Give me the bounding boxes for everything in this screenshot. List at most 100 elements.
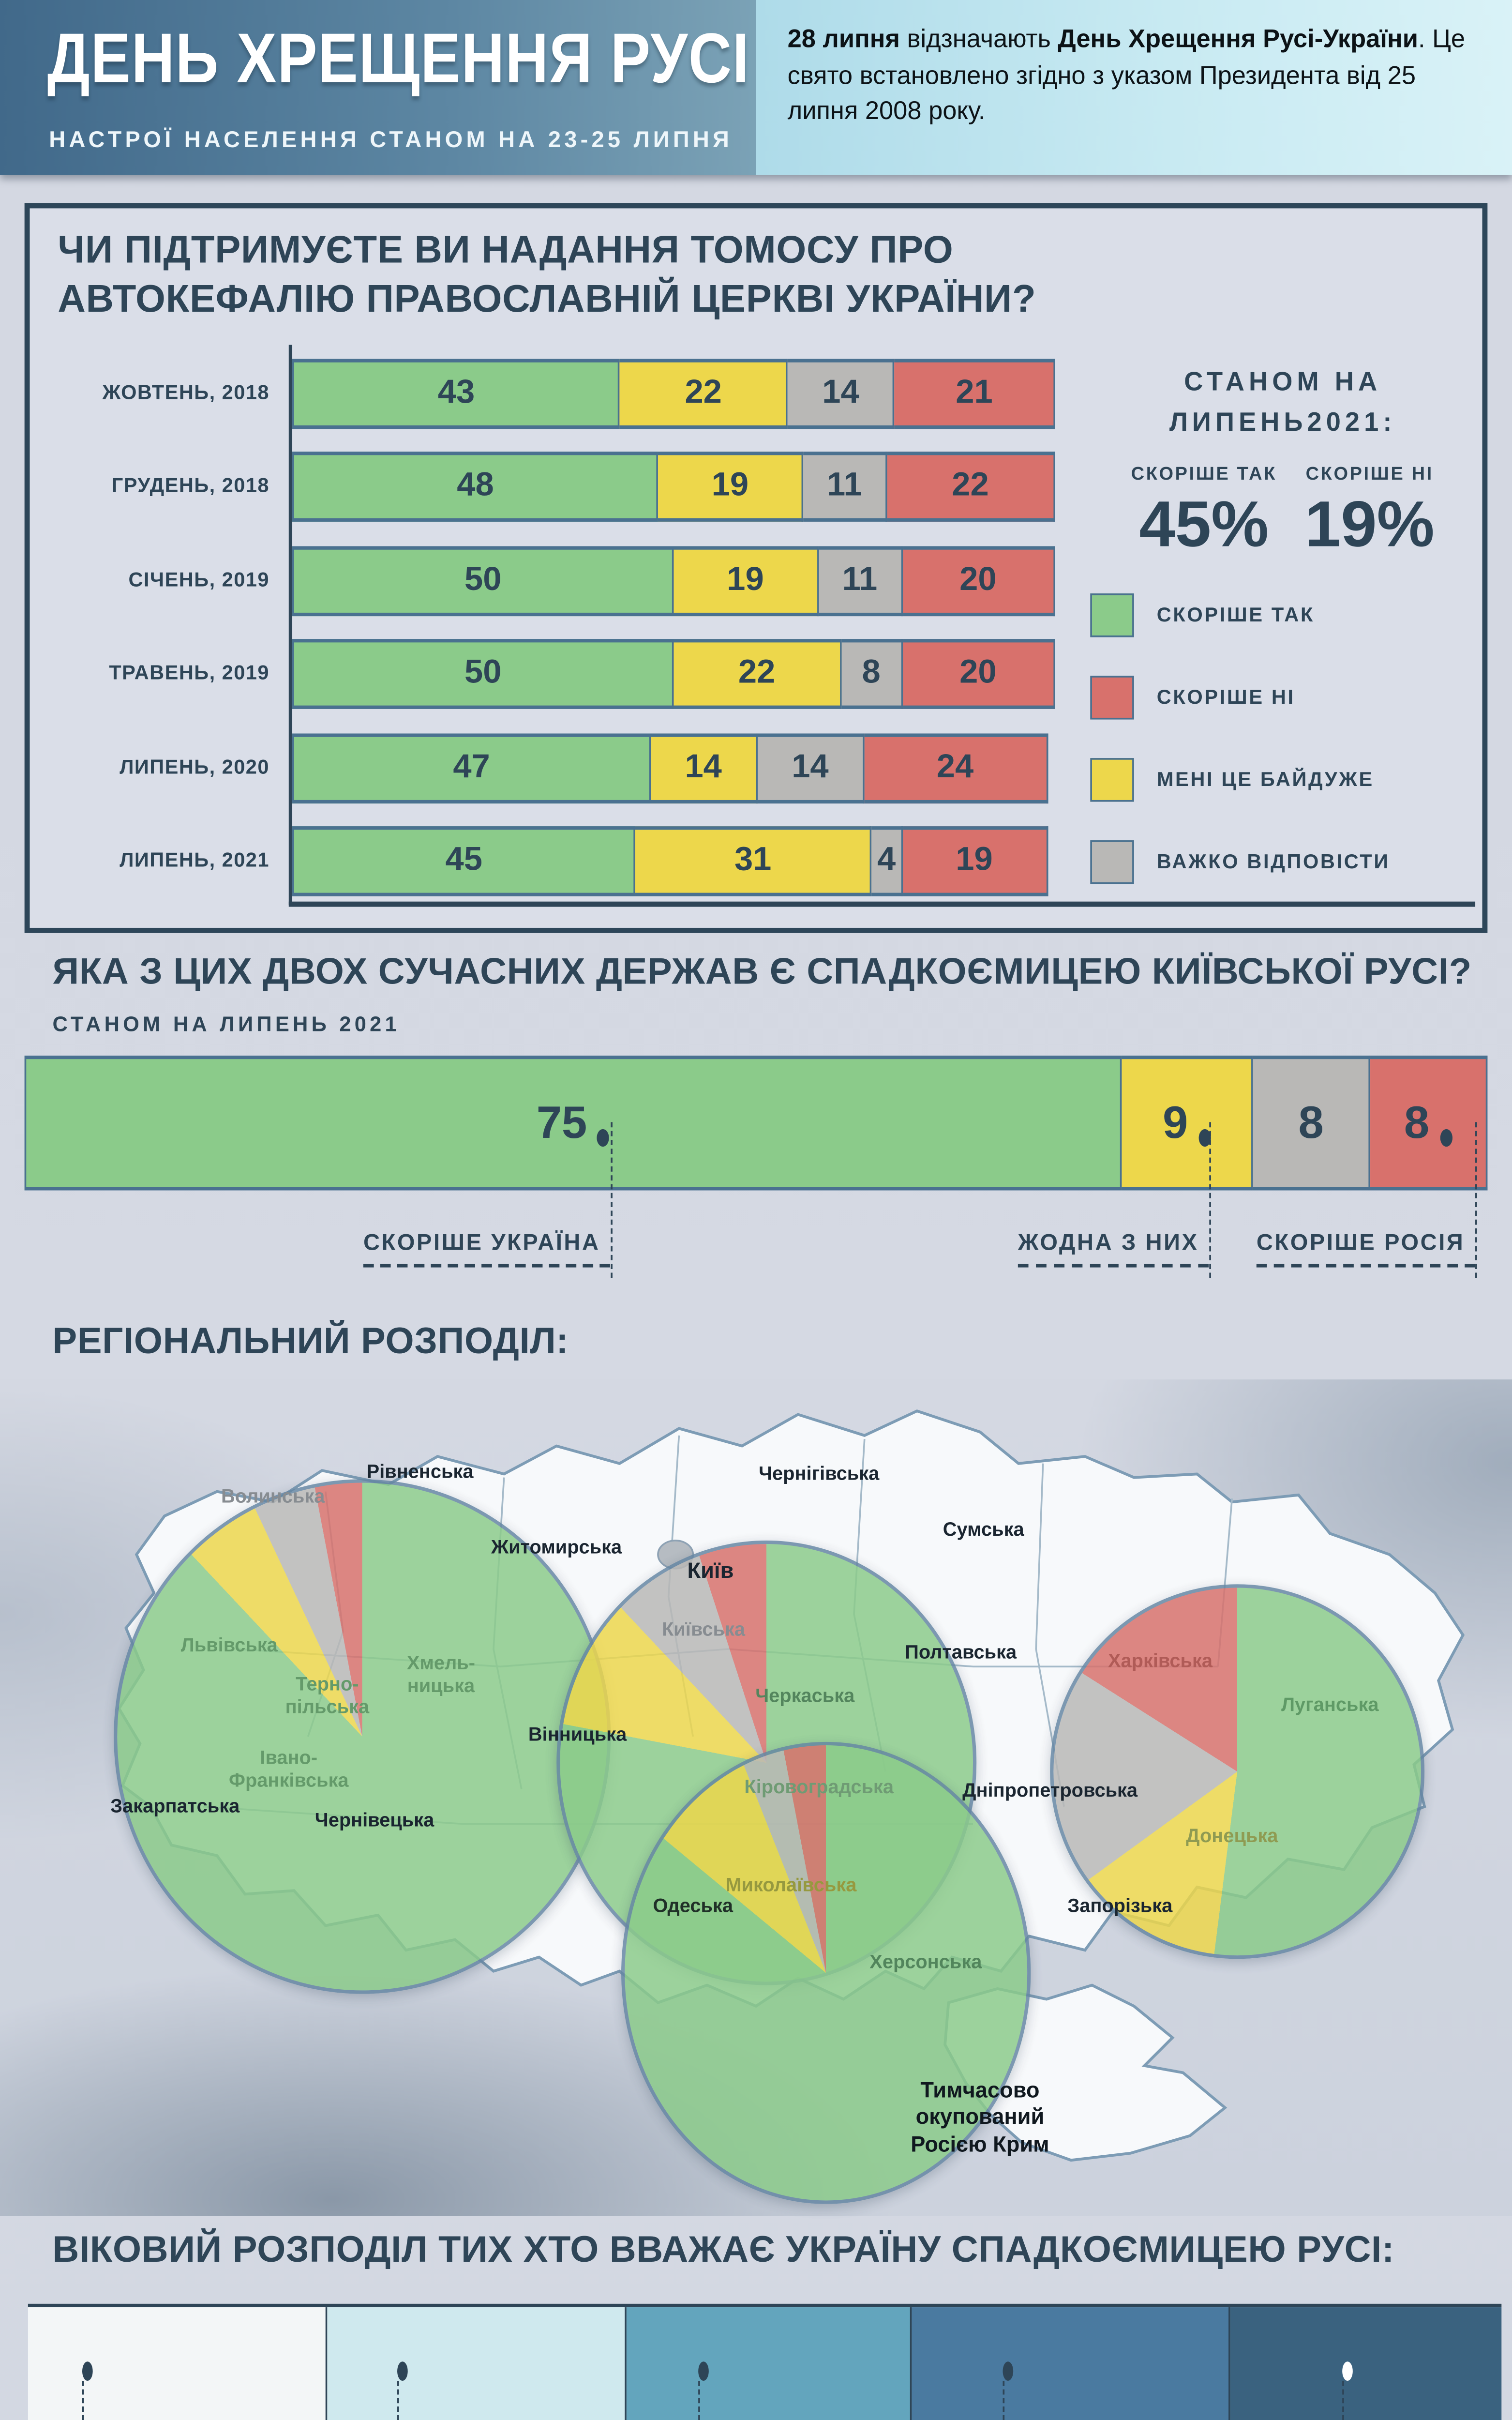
marker-dot	[397, 2361, 408, 2381]
bar-segment: 8	[1370, 1055, 1488, 1191]
legend-swatch	[1090, 676, 1134, 720]
bar-segment: 43	[292, 359, 621, 429]
legend-item: СКОРІШЕ НІ	[1090, 676, 1489, 720]
bar-label: СКОРІШЕ УКРАЇНА	[363, 1229, 611, 1268]
summary-label: СКОРІШЕ ТАК	[1131, 464, 1277, 485]
marker-dot	[1342, 2361, 1353, 2381]
summary-value: 45%	[1139, 488, 1269, 560]
row-bars: 43 22 14 21	[292, 359, 1055, 429]
bar-label: СКОРІШЕ РОСІЯ	[1256, 1229, 1476, 1268]
bar-segment: 19	[902, 826, 1048, 896]
map-label: Миколаївська	[725, 1875, 857, 1897]
age-segment	[626, 2307, 913, 2420]
leader-line	[611, 1122, 613, 1278]
leader-line	[1003, 2380, 1005, 2420]
summary-label: СКОРІШЕ НІ	[1305, 464, 1434, 485]
bar-segment: 19	[674, 545, 819, 616]
bar-segment: 21	[895, 359, 1055, 429]
legend-item: МЕНІ ЦЕ БАЙДУЖЕ	[1090, 758, 1489, 802]
bar-segment: 9	[1122, 1055, 1254, 1191]
leader-line	[397, 2380, 399, 2420]
bar-segment: 20	[902, 545, 1055, 616]
age-distribution-bar	[28, 2303, 1502, 2420]
legend-label: МЕНІ ЦЕ БАЙДУЖЕ	[1156, 769, 1374, 791]
chart-row: ЛИПЕНЬ, 2020 47 14 14 24	[120, 732, 1055, 803]
map-label: Львівська	[180, 1635, 278, 1657]
bar-segment: 47	[292, 732, 651, 803]
pie-південь	[621, 1741, 1031, 2204]
bar-segment: 11	[803, 452, 887, 523]
bar-segment: 50	[292, 639, 674, 710]
bar-segment: 31	[635, 826, 872, 896]
age-segment	[28, 2307, 328, 2420]
header-note-rest: . Це свято встановлено згідно з указом П…	[787, 26, 1466, 126]
legend-swatch	[1090, 593, 1134, 637]
legend-label: СКОРІШЕ ТАК	[1156, 605, 1315, 626]
chart-row: СІЧЕНЬ, 2019 50 19 11 20	[128, 545, 1055, 616]
row-bars: 45 31 4 19	[292, 826, 1055, 896]
chart-row: ЖОВТЕНЬ, 2018 43 22 14 21	[103, 359, 1055, 429]
bar-segment: 8	[841, 639, 903, 710]
bar-value: 75	[536, 1096, 587, 1149]
map-label: Кіровоградська	[744, 1777, 894, 1799]
bar-segment: 50	[292, 545, 674, 616]
section-title: РЕГІОНАЛЬНИЙ РОЗПОДІЛ:	[52, 1321, 569, 1362]
marker-dot	[1439, 1128, 1452, 1146]
leader-line	[1475, 1122, 1477, 1278]
chart-row: ТРАВЕНЬ, 2019 50 22 8 20	[109, 639, 1055, 710]
map-label: Житомирська	[491, 1537, 622, 1559]
header-note-text: відзначають	[900, 26, 1058, 55]
row-bars: 48 19 11 22	[292, 452, 1055, 523]
map-label: Харківська	[1108, 1651, 1213, 1673]
bar-value: 8	[1298, 1096, 1324, 1149]
chart-row: ГРУДЕНЬ, 2018 48 19 11 22	[112, 452, 1055, 523]
legend-swatch	[1090, 758, 1134, 802]
pie-захід	[114, 1479, 611, 1994]
bar-segment: 14	[757, 732, 865, 803]
legend-swatch	[1090, 840, 1134, 884]
map-label: Херсонська	[869, 1952, 982, 1974]
bar-value: 8	[1404, 1096, 1430, 1149]
heir-stacked-bar: 75 9 8 8	[24, 1055, 1488, 1191]
section-title: ВІКОВИЙ РОЗПОДІЛ ТИХ ХТО ВВАЖАЄ УКРАЇНУ …	[52, 2230, 1395, 2271]
summary-heading: СТАНОМ НА ЛИПЕНЬ2021:	[1169, 367, 1396, 439]
header-note-holiday: День Хрещення Русі-України	[1058, 26, 1418, 55]
bar-segment: 24	[864, 732, 1048, 803]
map-label: Запорізька	[1067, 1896, 1173, 1918]
map-label: Київська	[661, 1619, 746, 1641]
map-label: Закарпатська	[110, 1797, 240, 1818]
map-label: Чернігівська	[759, 1464, 880, 1485]
map-label: Донецька	[1186, 1826, 1278, 1847]
map-label: Сумська	[943, 1520, 1024, 1541]
map-label: Вінницька	[528, 1724, 627, 1746]
leader-line	[82, 2380, 84, 2420]
map-label: Рівненська	[366, 1462, 474, 1483]
map-label: Черкаська	[755, 1686, 855, 1708]
bar-segment: 11	[819, 545, 903, 616]
row-label: ГРУДЕНЬ, 2018	[111, 477, 270, 498]
legend-label: СКОРІШЕ НІ	[1156, 687, 1295, 709]
y-axis-line	[288, 345, 293, 905]
row-label: ЛИПЕНЬ, 2021	[120, 850, 270, 872]
row-label: ЛИПЕНЬ, 2020	[120, 757, 270, 778]
legend-item: ВАЖКО ВІДПОВІСТИ	[1090, 840, 1489, 884]
map-label: Терно- пільська	[285, 1674, 370, 1719]
leader-line	[1209, 1122, 1211, 1278]
bar-segment: 19	[658, 452, 804, 523]
header-note: 28 липня відзначають День Хрещення Русі-…	[756, 0, 1512, 175]
marker-dot	[598, 1128, 610, 1146]
ukraine-map: Волинська Рівненська Чернігівська Сумська Жи…	[0, 1379, 1512, 2216]
row-label: ЖОВТЕНЬ, 2018	[102, 383, 270, 405]
tomos-chart-panel: ЧИ ПІДТРИМУЄТЕ ВИ НАДАННЯ ТОМОСУ ПРО АВТ…	[24, 203, 1489, 933]
section-title: ЯКА З ЦИХ ДВОХ СУЧАСНИХ ДЕРЖАВ Є СПАДКОЄ…	[52, 952, 1472, 993]
bar-segment: 22	[674, 639, 842, 710]
age-segment	[327, 2307, 627, 2420]
age-segment	[1230, 2307, 1502, 2420]
marker-dot	[82, 2361, 93, 2381]
legend-label: ВАЖКО ВІДПОВІСТИ	[1156, 851, 1390, 873]
legend-item: СКОРІШЕ ТАК	[1090, 593, 1489, 637]
summary-values: СКОРІШЕ ТАК 45% СКОРІШЕ НІ 19%	[1076, 464, 1489, 562]
marker-dot	[1003, 2361, 1014, 2381]
marker-dot	[698, 2361, 709, 2381]
